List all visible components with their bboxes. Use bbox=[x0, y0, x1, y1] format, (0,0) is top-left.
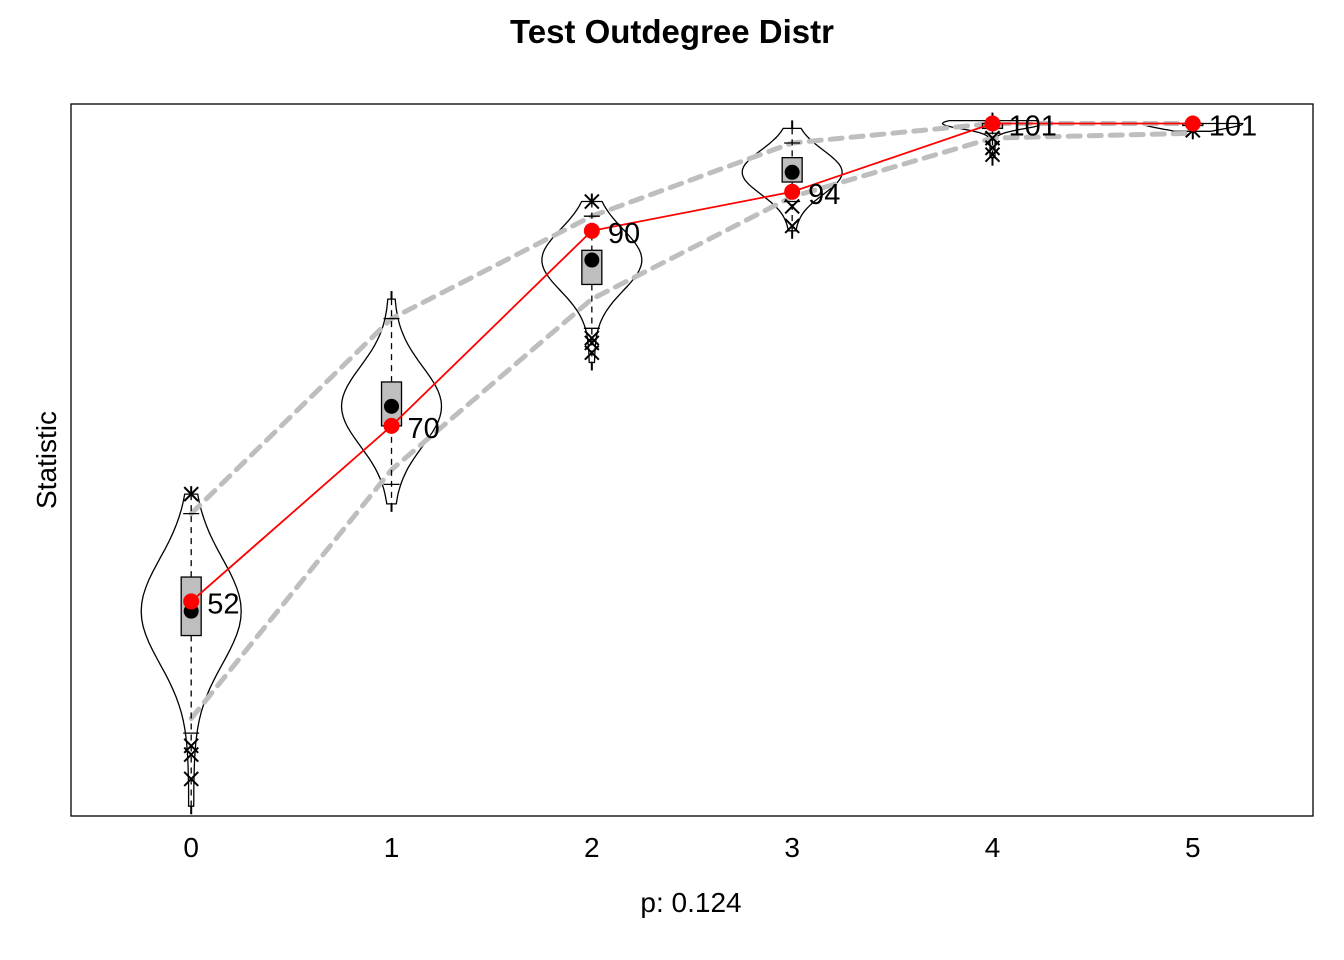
x-tick-label-3: 3 bbox=[784, 832, 800, 863]
x-tick-label-1: 1 bbox=[384, 832, 400, 863]
y-axis-label: Statistic bbox=[31, 411, 62, 509]
outlier-2-3 bbox=[584, 193, 600, 210]
mean-point-1 bbox=[384, 398, 400, 414]
x-tick-label-0: 0 bbox=[183, 832, 199, 863]
outlier-4-0 bbox=[984, 147, 1001, 163]
boxplots bbox=[180, 112, 1204, 815]
outlier-2-2 bbox=[584, 330, 600, 346]
outlier-stroke-b bbox=[183, 738, 199, 754]
x-axis-label: p: 0.124 bbox=[640, 887, 741, 918]
outlier-stroke-b bbox=[584, 330, 600, 346]
outlier-stroke-b bbox=[984, 147, 1001, 163]
outlier-0-2 bbox=[183, 738, 199, 754]
outlier-0-0 bbox=[183, 771, 199, 787]
violin-3 bbox=[741, 127, 843, 232]
confidence-bands bbox=[188, 121, 1196, 721]
violins bbox=[140, 119, 1244, 807]
observed-point-1 bbox=[383, 417, 400, 434]
band-upper bbox=[188, 121, 1196, 517]
outlier-4-2 bbox=[984, 130, 1001, 146]
x-axis: 0 1 2 3 4 5 bbox=[183, 832, 1200, 863]
observed-label-4: 101 bbox=[1008, 111, 1056, 143]
mean-point-3 bbox=[784, 164, 800, 180]
outlier-3-1 bbox=[784, 198, 800, 215]
x-tick-label-4: 4 bbox=[985, 832, 1001, 863]
observed-label-3: 94 bbox=[808, 179, 840, 211]
violin-2 bbox=[541, 200, 643, 364]
outlier-stroke-b bbox=[183, 771, 199, 787]
x-tick-label-5: 5 bbox=[1185, 832, 1201, 863]
mean-point-2 bbox=[584, 252, 600, 268]
outlier-2-1 bbox=[584, 335, 600, 351]
band-lower bbox=[188, 130, 1196, 721]
observed-series: 52 70 90 94 101 101 bbox=[183, 111, 1257, 620]
violin-1 bbox=[340, 298, 443, 505]
outlier-stroke-b bbox=[584, 193, 600, 210]
observed-label-2: 90 bbox=[608, 218, 640, 250]
outlier-stroke-b bbox=[584, 335, 600, 351]
observed-point-2 bbox=[583, 222, 600, 239]
observed-point-0 bbox=[183, 593, 200, 610]
outlier-stroke-b bbox=[984, 130, 1001, 146]
observed-point-3 bbox=[784, 183, 801, 200]
observed-label-0: 52 bbox=[207, 588, 239, 620]
outlier-0-3 bbox=[183, 486, 199, 502]
outlier-stroke-b bbox=[784, 218, 800, 234]
chart-title: Test Outdegree Distr bbox=[510, 13, 834, 50]
outlier-stroke-b bbox=[183, 486, 199, 502]
observed-label-5: 101 bbox=[1209, 111, 1257, 143]
observed-label-1: 70 bbox=[408, 413, 440, 445]
outlier-stroke-b bbox=[784, 198, 800, 215]
observed-point-4 bbox=[984, 115, 1001, 132]
outlier-3-0 bbox=[784, 218, 800, 234]
x-tick-label-2: 2 bbox=[584, 832, 600, 863]
observed-line bbox=[190, 122, 1193, 603]
plot-frame bbox=[70, 103, 1314, 817]
observed-point-5 bbox=[1184, 115, 1201, 132]
